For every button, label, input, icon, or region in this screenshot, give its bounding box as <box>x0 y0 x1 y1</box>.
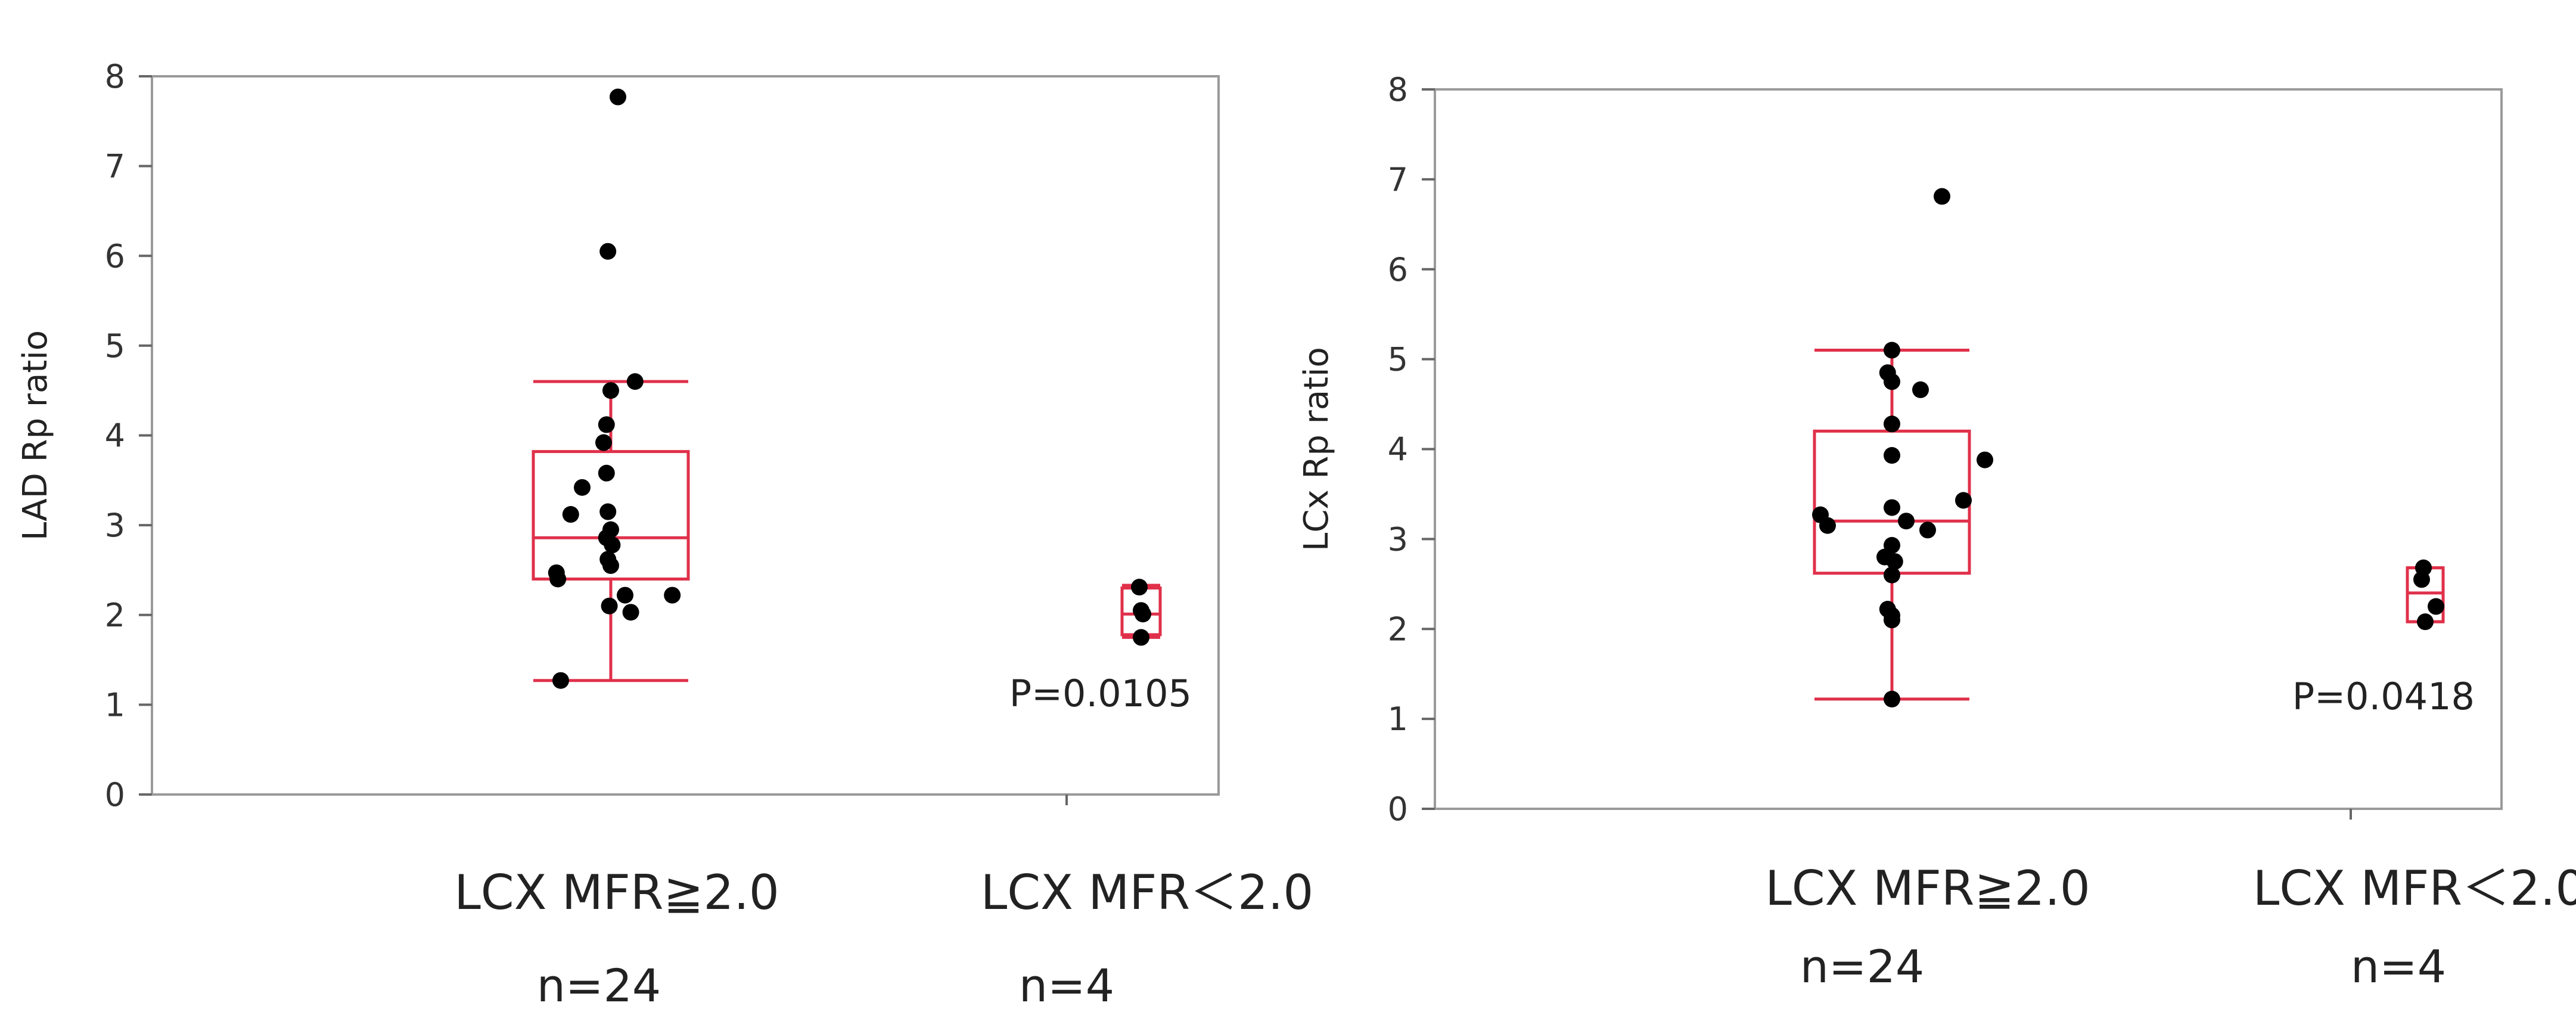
data-point <box>1884 612 1900 629</box>
y-tick-label: 5 <box>1388 341 1408 378</box>
data-point <box>1886 553 1903 570</box>
data-point <box>574 479 591 496</box>
data-point <box>1884 447 1900 464</box>
group-n-label: n=24 <box>1800 940 1925 993</box>
p-value-label: P=0.0418 <box>2292 675 2475 718</box>
data-point <box>549 570 567 588</box>
y-tick-label: 6 <box>105 237 125 275</box>
y-tick-label: 3 <box>105 507 125 544</box>
data-point <box>1133 629 1149 646</box>
group-n-label: n=4 <box>2351 940 2446 993</box>
data-point <box>598 416 615 433</box>
data-point <box>2413 571 2430 588</box>
x-group-label: LCX MFR＜2.0 <box>2253 861 2576 916</box>
data-point <box>1955 492 1972 509</box>
data-point <box>1977 451 1993 468</box>
y-axis-label: LCx Rp ratio <box>1297 347 1336 551</box>
data-point <box>598 464 615 482</box>
data-point <box>622 604 639 621</box>
data-point <box>664 586 681 604</box>
y-tick-label: 0 <box>105 776 125 814</box>
data-point <box>617 586 633 604</box>
data-point <box>1884 499 1900 516</box>
y-tick-label: 0 <box>1388 790 1408 828</box>
y-tick-label: 2 <box>105 597 125 634</box>
y-tick-label: 4 <box>105 417 125 455</box>
y-tick-label: 7 <box>1388 161 1408 198</box>
x-group-label: LCX MFR≧2.0 <box>454 865 779 920</box>
y-tick-label: 6 <box>1388 251 1408 288</box>
data-point <box>552 672 569 689</box>
x-group-label: LCX MFR＜2.0 <box>981 865 1314 920</box>
iqr-box <box>532 450 690 581</box>
data-point <box>1884 690 1900 707</box>
y-tick-label: 1 <box>105 686 125 724</box>
group-n-label: n=24 <box>537 959 661 1012</box>
data-point <box>599 503 617 520</box>
data-point <box>1819 517 1836 534</box>
data-point <box>602 557 619 574</box>
data-point <box>610 88 626 105</box>
chart-panel-2: 0 1 2 3 4 5 6 7 8 LCx Rp ratio LCX MFR≧2.0 n=24 LCX … <box>1297 71 2576 993</box>
data-point <box>604 536 621 554</box>
data-point <box>1912 381 1929 398</box>
y-tick-label: 8 <box>1388 71 1408 108</box>
data-point <box>595 434 612 451</box>
data-point <box>2417 613 2434 631</box>
data-point <box>599 243 617 260</box>
data-point <box>601 597 618 615</box>
y-tick-label: 8 <box>105 58 125 95</box>
data-point <box>1934 188 1950 205</box>
x-group-label: LCX MFR≧2.0 <box>1765 861 2090 916</box>
data-point <box>562 506 579 523</box>
data-point <box>2428 598 2444 615</box>
y-tick-label: 3 <box>1388 520 1408 558</box>
group-n-label: n=4 <box>1019 959 1114 1012</box>
data-point <box>1884 415 1900 433</box>
chart-panel-1: 0 1 2 3 4 5 6 7 8 LAD Rp ratio LCX MFR≧2.0 n=24 LCX … <box>16 58 1313 1012</box>
data-point <box>1884 342 1900 359</box>
data-point <box>1919 522 1936 539</box>
data-point <box>1884 373 1900 390</box>
y-tick-label: 1 <box>1388 700 1408 738</box>
y-tick-label: 4 <box>1388 431 1408 468</box>
data-point <box>602 382 619 399</box>
y-tick-label: 5 <box>105 327 125 365</box>
y-tick-label: 7 <box>105 148 125 185</box>
p-value-label: P=0.0105 <box>1009 672 1192 715</box>
data-point <box>1135 606 1151 623</box>
y-tick-label: 2 <box>1388 610 1408 648</box>
data-point <box>1884 566 1900 584</box>
data-point <box>1898 513 1915 530</box>
y-axis-label: LAD Rp ratio <box>16 330 55 541</box>
data-point <box>626 373 644 390</box>
data-point <box>1131 579 1148 596</box>
